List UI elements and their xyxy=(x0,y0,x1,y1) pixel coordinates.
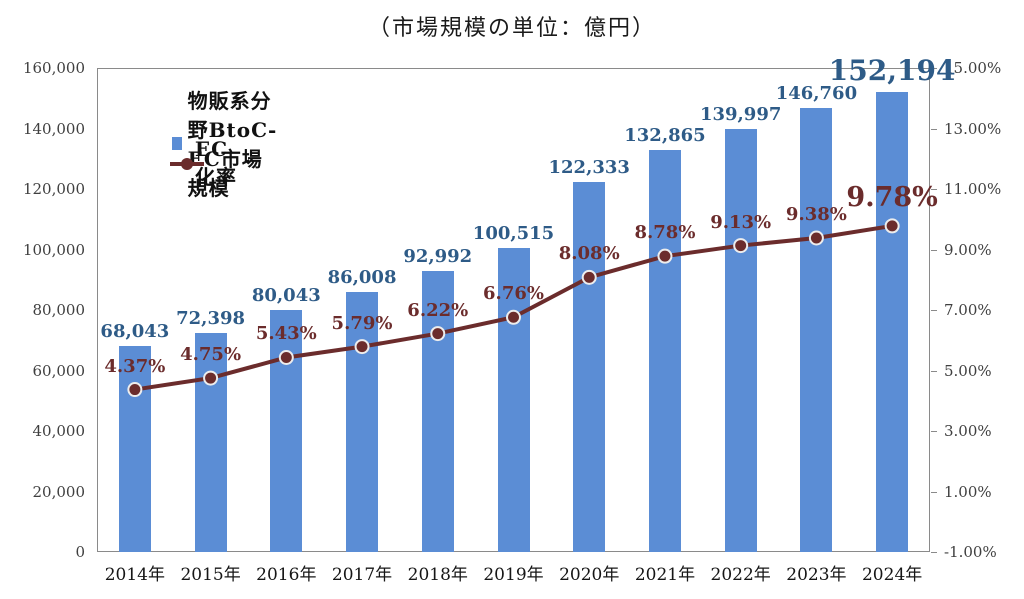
y-axis-right-tick-label: 15.00% xyxy=(944,59,1002,77)
legend-item-ec-rate: EC化率 xyxy=(170,137,241,190)
x-axis-tick-label: 2022年 xyxy=(710,565,771,585)
y-axis-right-tick-label: -1.00% xyxy=(944,543,997,561)
line-dot-marker-icon xyxy=(170,157,204,171)
bar-value-label: 80,043 xyxy=(251,284,321,306)
y-axis-left-tick-label: 100,000 xyxy=(22,240,85,259)
chart-title: （市場規模の単位：億円） xyxy=(367,16,656,41)
y-axis-right-tick-mark xyxy=(931,310,937,311)
y-axis-right-tick-mark xyxy=(931,189,937,190)
y-axis-left-tick-label: 40,000 xyxy=(32,422,86,440)
y-axis-left-tick-label: 160,000 xyxy=(22,59,85,77)
ec-rate-value-label: 5.43% xyxy=(255,323,317,345)
y-axis-left-tick-label: 60,000 xyxy=(32,361,86,380)
y-axis-right-tick-mark xyxy=(931,128,937,130)
y-axis-right-tick-label: 1.00% xyxy=(944,482,992,501)
ec-rate-value-label: 8.08% xyxy=(558,243,620,265)
bar-2022年 xyxy=(724,128,757,552)
legend-line-label: EC化率 xyxy=(194,137,237,189)
legend-item-market-size: 物販系分野BtoC-EC市場規模 xyxy=(172,85,278,201)
x-axis-tick-label: 2023年 xyxy=(786,565,847,585)
ec-rate-value-label: 9.38% xyxy=(785,204,847,225)
bar-2023年 xyxy=(800,108,833,552)
y-axis-right-tick-mark xyxy=(931,370,937,372)
y-axis-right-tick-mark xyxy=(931,431,937,432)
y-axis-left-tick-label: 80,000 xyxy=(32,301,86,319)
x-axis-tick-label: 2017年 xyxy=(331,565,393,585)
x-axis-tick-label: 2014年 xyxy=(104,565,165,585)
y-axis-right-tick-label: 9.00% xyxy=(944,240,992,259)
x-axis-tick-label: 2015年 xyxy=(180,565,241,585)
bar-2021年 xyxy=(648,150,681,552)
bar-value-label: 152,194 xyxy=(828,53,956,87)
ec-rate-value-label: 8.78% xyxy=(634,222,696,244)
ec-rate-value-label: 5.79% xyxy=(331,312,393,334)
x-axis-tick-label: 2020年 xyxy=(559,565,620,585)
y-axis-right-tick-label: 7.00% xyxy=(944,301,992,319)
y-axis-right-tick-mark xyxy=(931,68,937,69)
y-axis-right-tick-label: 5.00% xyxy=(944,361,992,380)
y-axis-left-tick-label: 120,000 xyxy=(22,180,85,198)
y-axis-right-tick-label: 11.00% xyxy=(944,180,1002,198)
bar-2014年 xyxy=(118,346,151,552)
bar-value-label: 86,008 xyxy=(327,266,397,288)
ec-rate-value-label: 4.37% xyxy=(104,355,166,377)
bar-value-label: 139,997 xyxy=(699,103,782,125)
y-axis-right-tick-label: 3.00% xyxy=(944,422,992,440)
y-axis-right-tick-mark xyxy=(931,552,937,553)
ec-rate-value-label: 9.13% xyxy=(710,211,772,233)
y-axis-right-tick-mark xyxy=(931,491,937,493)
y-axis-left-tick-label: 0 xyxy=(75,543,85,561)
y-axis-left-tick-label: 140,000 xyxy=(22,119,85,138)
x-axis-tick-label: 2018年 xyxy=(407,565,468,585)
bar-2015年 xyxy=(194,332,227,552)
bar-value-label: 72,398 xyxy=(176,307,246,329)
y-axis-left-tick-label: 20,000 xyxy=(32,482,86,501)
bar-2020年 xyxy=(573,181,606,552)
bar-swatch-icon xyxy=(172,136,182,150)
ec-rate-value-label: 6.22% xyxy=(407,299,469,321)
x-axis-tick-label: 2019年 xyxy=(483,565,544,585)
y-axis-right-tick-mark xyxy=(931,249,937,251)
ec-rate-value-label: 6.76% xyxy=(483,283,544,305)
y-axis-right-tick-label: 13.00% xyxy=(944,119,1002,138)
x-axis-tick-label: 2016年 xyxy=(256,565,317,585)
bar-value-label: 132,865 xyxy=(624,125,706,147)
x-axis-tick-label: 2021年 xyxy=(634,565,696,585)
ec-rate-value-label: 9.78% xyxy=(846,181,938,213)
bar-2016年 xyxy=(270,309,303,552)
legend-bar-label: 物販系分野BtoC-EC市場規模 xyxy=(187,89,278,200)
ec-rate-value-label: 4.75% xyxy=(180,344,242,366)
bar-value-label: 100,515 xyxy=(472,222,555,244)
x-axis-tick-label: 2024年 xyxy=(861,565,923,585)
bar-value-label: 92,992 xyxy=(403,245,473,267)
bar-2024年 xyxy=(876,91,909,552)
bar-value-label: 146,760 xyxy=(775,83,858,105)
bar-value-label: 122,333 xyxy=(548,156,630,178)
bar-value-label: 68,043 xyxy=(100,321,170,343)
